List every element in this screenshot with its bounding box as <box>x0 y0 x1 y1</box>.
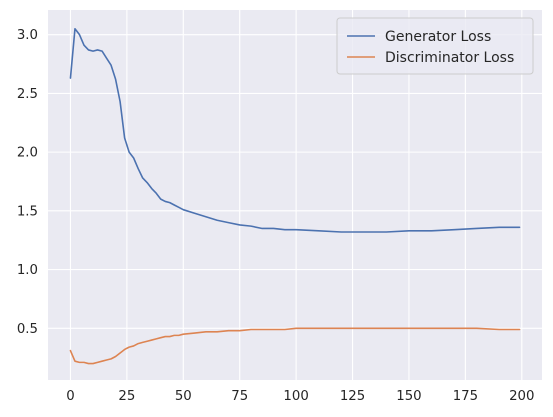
y-tick-label: 3.0 <box>17 28 38 43</box>
x-tick-label: 125 <box>340 389 365 404</box>
x-tick-label: 75 <box>231 389 248 404</box>
y-axis-ticks: 0.5 1.0 1.5 2.0 2.5 3.0 <box>17 28 38 337</box>
legend-label-1: Discriminator Loss <box>385 50 514 66</box>
x-tick-label: 50 <box>175 389 192 404</box>
y-tick-label: 0.5 <box>17 322 38 337</box>
x-tick-label: 200 <box>509 389 534 404</box>
x-tick-label: 175 <box>453 389 478 404</box>
y-tick-label: 1.5 <box>17 204 38 219</box>
y-tick-label: 2.0 <box>17 146 38 161</box>
x-axis-ticks: 0 25 50 75 100 125 150 175 200 <box>66 389 534 404</box>
x-tick-label: 100 <box>283 389 308 404</box>
x-tick-label: 0 <box>66 389 74 404</box>
x-tick-label: 25 <box>118 389 135 404</box>
y-tick-label: 2.5 <box>17 87 38 102</box>
x-tick-label: 150 <box>396 389 421 404</box>
legend: Generator Loss Discriminator Loss <box>337 18 533 74</box>
legend-label-0: Generator Loss <box>385 29 491 45</box>
y-tick-label: 1.0 <box>17 263 38 278</box>
